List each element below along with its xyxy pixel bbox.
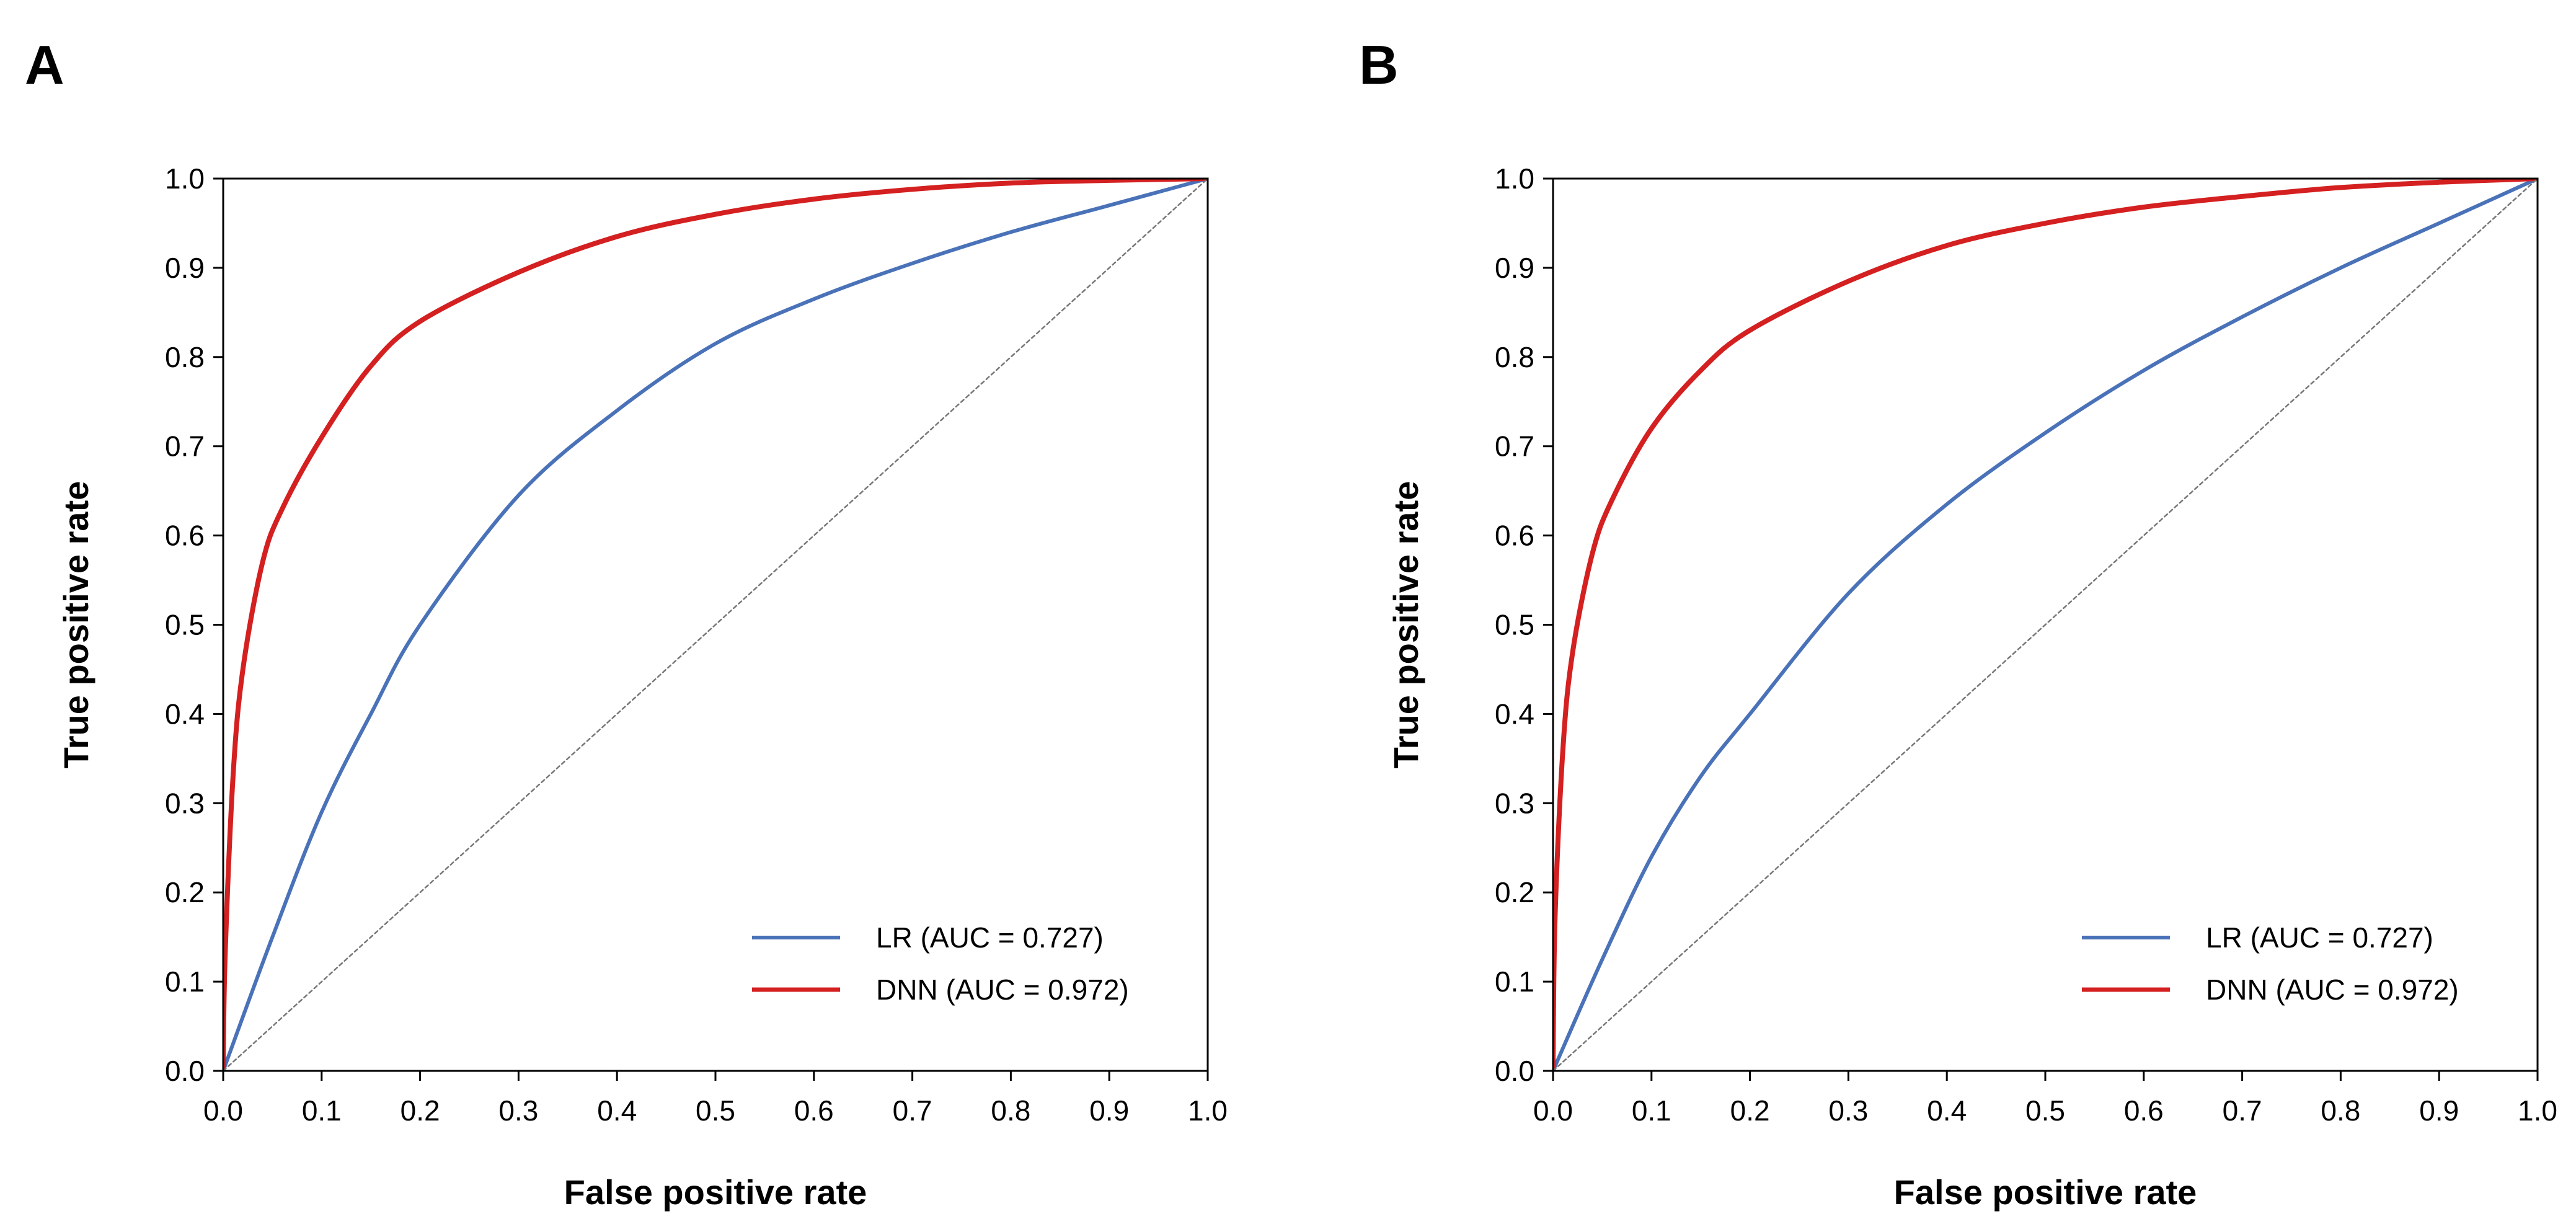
x-tick-label: 0.4 xyxy=(597,1094,637,1127)
x-tick-label: 0.0 xyxy=(1533,1094,1573,1127)
legend-label-dnn: DNN (AUC = 0.972) xyxy=(2206,974,2459,1006)
legend-label-dnn: DNN (AUC = 0.972) xyxy=(876,974,1129,1006)
x-tick-label: 0.1 xyxy=(1632,1094,1671,1127)
x-tick-label: 0.3 xyxy=(1828,1094,1868,1127)
x-tick-label: 0.5 xyxy=(696,1094,735,1127)
y-tick-label: 0.1 xyxy=(1495,965,1534,998)
y-tick-label: 0.6 xyxy=(165,520,205,552)
y-tick-label: 0.9 xyxy=(1495,252,1534,284)
y-tick-label: 0.4 xyxy=(1495,698,1534,730)
panel-letter: A xyxy=(25,34,64,95)
x-tick-label: 1.0 xyxy=(1188,1094,1228,1127)
y-tick-label: 0.7 xyxy=(1495,430,1534,463)
y-tick-label: 0.4 xyxy=(165,698,205,730)
legend-label-lr: LR (AUC = 0.727) xyxy=(876,921,1104,954)
series-line-lr xyxy=(223,179,1208,1071)
y-tick-label: 0.5 xyxy=(165,609,205,641)
y-tick-label: 1.0 xyxy=(165,162,205,195)
legend-label-lr: LR (AUC = 0.727) xyxy=(2206,921,2433,954)
x-tick-label: 0.6 xyxy=(794,1094,834,1127)
y-tick-label: 0.3 xyxy=(1495,787,1534,819)
y-tick-label: 0.1 xyxy=(165,965,205,998)
x-tick-label: 0.0 xyxy=(203,1094,243,1127)
series-line-dnn xyxy=(223,179,1208,1071)
x-tick-label: 0.7 xyxy=(2223,1094,2262,1127)
chance-diagonal-line xyxy=(1553,179,2538,1071)
series-line-dnn xyxy=(1553,179,2538,1071)
y-tick-label: 0.3 xyxy=(165,787,205,819)
x-tick-label: 0.5 xyxy=(2025,1094,2065,1127)
chart-panel-a: A 0.0 0.1 0.2 0.3 0.4 0.5 0.6 0.7 0.8 0.9 1.0 0.0 0.1… xyxy=(25,34,1228,1212)
chart-panel-b: B 0.0 0.1 0.2 0.3 0.4 0.5 0.6 0.7 0.8 0.9 1.0 0.0 0.1… xyxy=(1359,34,2557,1212)
y-tick-label: 0.6 xyxy=(1495,520,1534,552)
y-axis-title: True positive rate xyxy=(1386,481,1425,769)
y-tick-label: 0.7 xyxy=(165,430,205,463)
y-axis-title: True positive rate xyxy=(56,481,95,769)
y-tick-label: 0.0 xyxy=(1495,1055,1534,1087)
x-axis-title: False positive rate xyxy=(564,1173,867,1212)
x-tick-label: 0.3 xyxy=(498,1094,538,1127)
y-tick-label: 0.9 xyxy=(165,252,205,284)
y-tick-label: 0.0 xyxy=(165,1055,205,1087)
panel-letter: B xyxy=(1359,34,1399,95)
y-tick-label: 1.0 xyxy=(1495,162,1534,195)
x-tick-label: 0.1 xyxy=(302,1094,342,1127)
y-tick-label: 0.8 xyxy=(1495,341,1534,373)
y-tick-label: 0.2 xyxy=(1495,876,1534,908)
x-tick-label: 0.2 xyxy=(1730,1094,1770,1127)
x-tick-label: 0.8 xyxy=(2321,1094,2360,1127)
series-line-lr xyxy=(1553,179,2538,1071)
y-tick-label: 0.5 xyxy=(1495,609,1534,641)
x-tick-label: 1.0 xyxy=(2518,1094,2557,1127)
y-tick-label: 0.8 xyxy=(165,341,205,373)
x-tick-label: 0.8 xyxy=(991,1094,1030,1127)
x-tick-label: 0.2 xyxy=(401,1094,440,1127)
x-tick-label: 0.9 xyxy=(1089,1094,1129,1127)
y-tick-label: 0.2 xyxy=(165,876,205,908)
x-tick-label: 0.7 xyxy=(893,1094,932,1127)
chance-diagonal-line xyxy=(223,179,1208,1071)
x-tick-label: 0.9 xyxy=(2419,1094,2459,1127)
x-tick-label: 0.4 xyxy=(1927,1094,1967,1127)
x-tick-label: 0.6 xyxy=(2124,1094,2164,1127)
x-axis-title: False positive rate xyxy=(1894,1173,2197,1212)
